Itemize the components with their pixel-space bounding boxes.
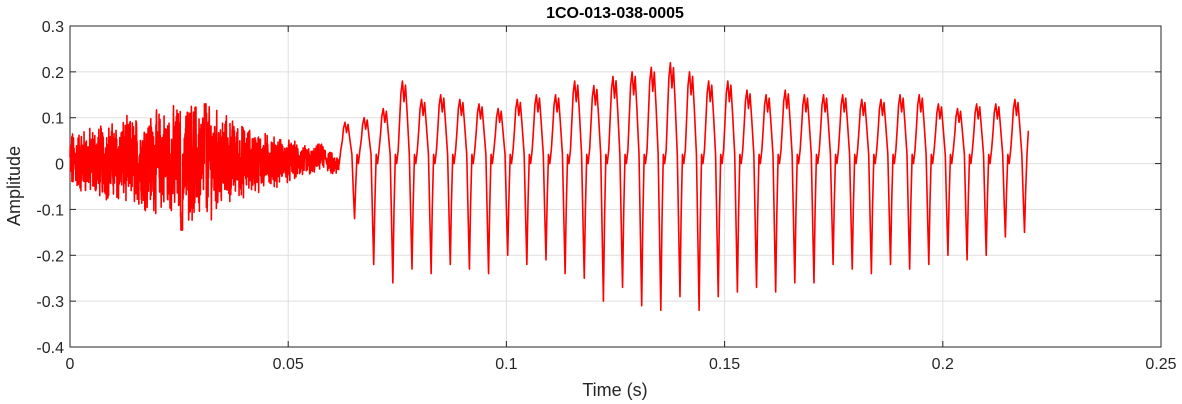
y-tick-label: -0.4 <box>36 340 64 357</box>
y-tick-label: -0.1 <box>36 202 64 219</box>
x-tick-label: 0.15 <box>709 356 740 373</box>
y-tick-label: 0 <box>55 157 64 174</box>
axes-frame <box>69 25 1162 348</box>
series-line <box>69 61 1030 312</box>
axes-box <box>69 25 1162 348</box>
y-tick-label: -0.2 <box>36 248 64 265</box>
x-axis-label: Time (s) <box>582 380 647 400</box>
x-tick-label: 0.05 <box>273 356 304 373</box>
x-tick-label: 0.2 <box>932 356 954 373</box>
x-tick-label: 0 <box>66 356 75 373</box>
x-tick-label: 0.25 <box>1145 356 1176 373</box>
plot-background <box>70 26 1161 347</box>
y-tick-label: -0.3 <box>36 294 64 311</box>
x-tick-label: 0.1 <box>495 356 517 373</box>
chart-title: 1CO-013-038-0005 <box>546 5 684 22</box>
y-tick-label: 0.3 <box>42 19 64 36</box>
y-axis-label: Amplitude <box>4 146 24 226</box>
y-tick-label: 0.1 <box>42 111 64 128</box>
y-tick-label: 0.2 <box>42 65 64 82</box>
x-axis-ticks: 0 0.05 0.1 0.15 0.2 0.25 <box>66 26 1177 373</box>
y-axis-ticks: -0.4 -0.3 -0.2 -0.1 0 0.1 0.2 0.3 <box>36 19 1161 357</box>
